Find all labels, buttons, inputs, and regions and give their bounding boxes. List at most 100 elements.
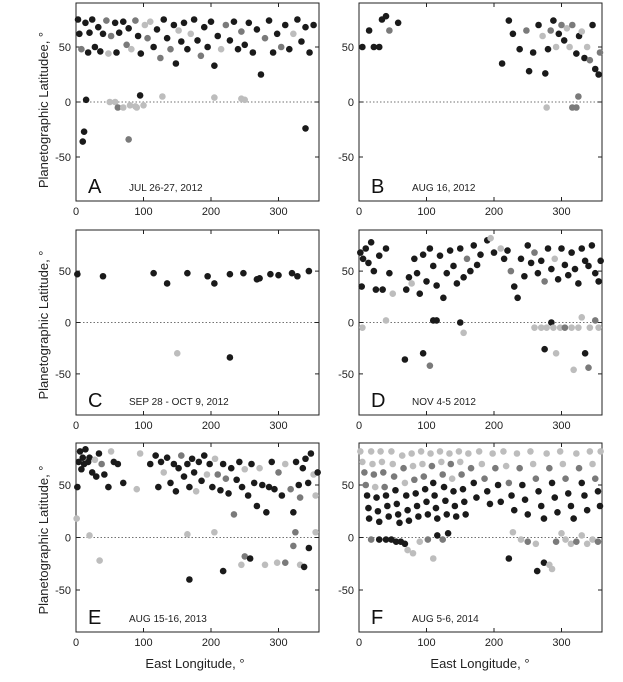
data-point (211, 94, 218, 101)
data-point (246, 555, 254, 562)
data-point (106, 98, 114, 106)
data-point (238, 561, 245, 569)
data-point (132, 17, 139, 24)
data-point (566, 43, 573, 51)
data-point (382, 245, 390, 252)
data-point (362, 481, 370, 489)
data-point (74, 270, 81, 278)
data-point (370, 471, 378, 478)
data-point (197, 52, 205, 60)
data-point (578, 314, 586, 321)
data-point (370, 43, 378, 51)
data-point (575, 280, 582, 287)
data-point (359, 324, 366, 331)
data-point (529, 49, 537, 56)
data-point (365, 27, 373, 34)
data-point (150, 43, 157, 51)
data-point (230, 511, 238, 518)
y-tick-label: 50 (59, 266, 71, 278)
data-point (367, 448, 375, 455)
panel-label-f: F (371, 607, 383, 629)
data-point (74, 483, 81, 491)
data-point (537, 502, 545, 510)
x-axis-label-left: East Longitude, ° (145, 656, 244, 671)
data-point (578, 532, 586, 539)
data-point (371, 483, 379, 491)
data-point (498, 60, 506, 67)
data-point (173, 350, 181, 357)
data-point (561, 261, 569, 269)
data-point (578, 28, 586, 35)
data-point (477, 251, 484, 258)
data-point (544, 45, 552, 53)
data-point (473, 261, 481, 269)
data-point (296, 494, 304, 501)
x-tick-label: 300 (269, 420, 287, 432)
data-point (76, 30, 83, 38)
data-point (556, 448, 564, 455)
data-point (568, 249, 575, 256)
data-point (548, 319, 555, 326)
data-point (141, 21, 149, 29)
data-point (107, 32, 115, 40)
data-point (298, 38, 305, 45)
data-point (439, 471, 447, 478)
data-point (419, 251, 427, 258)
x-tick-label: 300 (552, 420, 570, 432)
data-point (581, 54, 588, 62)
data-point (375, 518, 383, 526)
data-point (404, 506, 411, 514)
data-point (444, 530, 452, 537)
data-point (261, 34, 269, 42)
data-point (396, 519, 403, 527)
data-point (392, 486, 399, 494)
data-point (275, 271, 282, 279)
data-point (423, 278, 430, 285)
data-point (111, 98, 119, 106)
panel-d: 0 100 200 300 50 0 -50 D NOV 4-5 2012 (338, 229, 604, 432)
y-axis-label-top: Planetographic Latitudee, ° (36, 32, 51, 188)
data-point (95, 450, 103, 457)
data-point (136, 450, 144, 457)
data-point (460, 329, 467, 337)
y-axis-label-bottom: Planetographic Latitude, ° (36, 465, 51, 614)
data-point (595, 278, 602, 285)
data-point (558, 530, 565, 537)
data-point (359, 458, 366, 466)
data-point (586, 448, 594, 455)
data-point (400, 464, 407, 472)
data-point (591, 475, 599, 483)
data-point (125, 136, 132, 143)
data-point (550, 324, 557, 331)
data-point (214, 32, 222, 40)
data-point (222, 475, 230, 483)
data-point (73, 515, 80, 522)
data-point (253, 502, 261, 510)
data-point (532, 475, 540, 483)
data-point (500, 255, 508, 263)
data-point (249, 49, 257, 56)
data-point (292, 458, 300, 466)
data-point (119, 104, 127, 111)
data-point (312, 528, 319, 536)
data-point (436, 448, 444, 455)
data-point (597, 257, 604, 265)
x-tick-label: 200 (485, 420, 503, 432)
data-point (226, 354, 234, 361)
data-point (521, 496, 529, 504)
data-point (467, 464, 475, 472)
data-point (401, 356, 409, 363)
data-point (160, 469, 168, 476)
data-point (172, 488, 180, 495)
data-point (398, 452, 406, 459)
data-point (175, 464, 182, 472)
data-point (362, 245, 370, 252)
data-point (140, 102, 147, 109)
data-point (461, 498, 468, 506)
data-point (382, 492, 390, 499)
data-point (256, 464, 263, 472)
data-point (310, 21, 317, 29)
panel-date-d: NOV 4-5 2012 (412, 397, 476, 408)
data-point (594, 488, 602, 495)
